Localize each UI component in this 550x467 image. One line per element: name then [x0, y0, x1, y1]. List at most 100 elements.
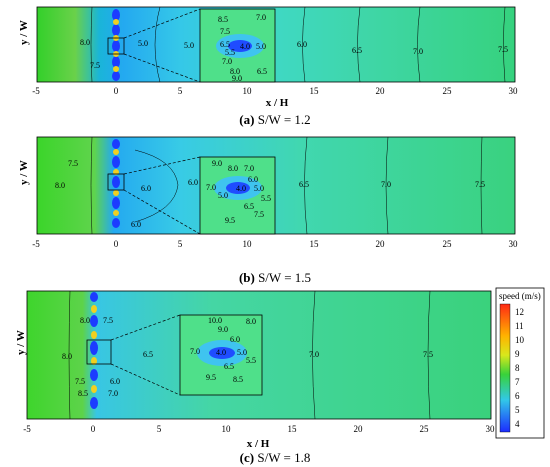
- svg-text:10: 10: [243, 239, 253, 249]
- panel-a-plot: 8.0 7.5 5.0 5.0 6.0 6.5 7.0 7.5 8.5 7.5 …: [18, 6, 518, 109]
- panel-a-inset-label-9: 7.0: [222, 57, 232, 66]
- panel-c-inset-label-3: 6.0: [230, 335, 240, 344]
- svg-text:15: 15: [310, 239, 320, 249]
- panel-a-inset-label-8: 9.0: [232, 74, 242, 83]
- panel-c-plot: 8.0 7.5 8.0 6.5 7.5 6.0 8.5 7.0 7.0 7.5 …: [15, 287, 545, 450]
- svg-text:25: 25: [420, 424, 430, 434]
- panel-b-label-1: 8.0: [55, 181, 65, 190]
- panel-c-ylabel: y / W: [15, 330, 27, 355]
- panel-a-xticks: -5 0 5 10 15 20 25 30: [32, 86, 518, 96]
- svg-text:5: 5: [157, 424, 162, 434]
- panel-b-xticks: -5 0 5 10 15 20 25 30: [32, 239, 518, 249]
- panel-c-inset-label-2: 8.0: [246, 317, 256, 326]
- svg-text:25: 25: [443, 239, 453, 249]
- panel-b-inset-label-3: 6.0: [248, 175, 258, 184]
- panel-a-inset-label-4: 4.0: [240, 42, 250, 51]
- panel-b-inset-label-9: 6.5: [244, 202, 254, 211]
- panel-a-label-3: 5.0: [184, 41, 194, 50]
- panel-c-label-9: 7.5: [423, 350, 433, 359]
- svg-text:-5: -5: [32, 86, 40, 96]
- panel-a-field: [36, 6, 516, 83]
- svg-text:5: 5: [178, 86, 183, 96]
- panel-c-label-6: 8.5: [78, 389, 88, 398]
- panel-b-label-4: 6.0: [131, 220, 141, 229]
- panel-a-inset-label-0: 8.5: [218, 15, 228, 24]
- panel-a-label-1: 7.5: [90, 61, 100, 70]
- panel-b-jets: [112, 139, 120, 228]
- svg-text:15: 15: [288, 424, 298, 434]
- panel-b-inset-label-10: 9.5: [225, 216, 235, 225]
- panel-c-label-7: 7.0: [108, 389, 118, 398]
- panel-b-inset-label-0: 9.0: [212, 159, 222, 168]
- panel-c-xticks: -5 0 5 10 15 20 25 30: [23, 424, 495, 434]
- svg-text:20: 20: [376, 239, 386, 249]
- panel-b-inset-label-7: 5.0: [254, 184, 264, 193]
- panel-b-inset-label-2: 7.0: [244, 164, 254, 173]
- panel-c-inset-label-5: 4.0: [216, 348, 226, 357]
- panel-a-label-0: 8.0: [80, 38, 90, 47]
- panel-a-xlabel: x / H: [266, 97, 289, 109]
- panel-b-inset-label-6: 5.0: [218, 191, 228, 200]
- panel-b-inset-label-11: 7.5: [254, 210, 264, 219]
- svg-text:15: 15: [310, 86, 320, 96]
- panel-c-caption: (c) S/W = 1.8: [239, 450, 311, 465]
- panel-a-inset-label-1: 7.5: [220, 27, 230, 36]
- panel-c-inset-label-0: 10.0: [208, 316, 222, 325]
- panel-a-label-7: 7.5: [498, 45, 508, 54]
- panel-c-label-1: 7.5: [103, 316, 113, 325]
- panel-b-inset-label-5: 4.0: [236, 184, 246, 193]
- panel-b-label-7: 7.5: [475, 180, 485, 189]
- svg-text:10: 10: [243, 86, 253, 96]
- panel-b-field: [36, 136, 516, 235]
- panel-b-label-5: 6.5: [299, 180, 309, 189]
- svg-text:-5: -5: [32, 239, 40, 249]
- svg-text:20: 20: [354, 424, 364, 434]
- colorbar-title: speed (m/s): [499, 291, 541, 301]
- panel-c-label-0: 8.0: [80, 316, 90, 325]
- panel-a-caption: (a) S/W = 1.2: [239, 112, 311, 127]
- panel-c-label-2: 8.0: [62, 352, 72, 361]
- panel-c-jets: [90, 292, 98, 409]
- panel-b-ylabel: y / W: [18, 160, 30, 185]
- panel-b-label-3: 6.0: [188, 178, 198, 187]
- panel-b-label-0: 7.5: [68, 159, 78, 168]
- svg-text:8: 8: [515, 363, 520, 373]
- panel-b-caption: (b) S/W = 1.5: [238, 270, 312, 285]
- panel-a-label-6: 7.0: [413, 47, 423, 56]
- panel-c-inset-label-7: 5.5: [246, 356, 256, 365]
- panel-b-label-6: 7.0: [381, 180, 391, 189]
- svg-text:25: 25: [443, 86, 453, 96]
- svg-text:9: 9: [515, 349, 520, 359]
- svg-text:30: 30: [509, 86, 519, 96]
- panel-a-inset-label-2: 6.5: [220, 40, 230, 49]
- panel-c-label-3: 6.5: [143, 350, 153, 359]
- panel-a-inset-label-7: 8.0: [230, 67, 240, 76]
- panel-c-label-4: 7.5: [75, 377, 85, 386]
- svg-text:11: 11: [515, 321, 524, 331]
- svg-text:30: 30: [509, 239, 519, 249]
- panel-a-label-2: 5.0: [138, 39, 148, 48]
- panel-a-inset-label-10: 6.5: [257, 67, 267, 76]
- panel-c-xlabel: x / H: [247, 438, 270, 450]
- panel-b-inset-label-1: 8.0: [228, 164, 238, 173]
- svg-text:30: 30: [486, 424, 496, 434]
- panel-c-inset-label-1: 9.0: [218, 325, 228, 334]
- panel-c-inset-label-9: 9.5: [206, 373, 216, 382]
- panel-a-label-4: 6.0: [297, 40, 307, 49]
- panel-b-inset-label-8: 5.5: [261, 194, 271, 203]
- panel-b-inset-label-4: 7.0: [206, 183, 216, 192]
- svg-text:7: 7: [515, 377, 520, 387]
- svg-text:12: 12: [515, 307, 524, 317]
- svg-text:10: 10: [515, 335, 525, 345]
- panel-c-inset-label-4: 7.0: [190, 347, 200, 356]
- svg-text:5: 5: [515, 405, 520, 415]
- panel-a-label-5: 6.5: [352, 46, 362, 55]
- panel-c-inset-label-8: 6.5: [224, 362, 234, 371]
- svg-text:5: 5: [178, 239, 183, 249]
- svg-text:10: 10: [222, 424, 232, 434]
- panel-a-inset-label-3: 5.5: [225, 48, 235, 57]
- svg-text:20: 20: [376, 86, 386, 96]
- panel-b-label-2: 6.0: [141, 184, 151, 193]
- panel-a-inset-label-5: 5.0: [256, 42, 266, 51]
- panel-c-inset-label-10: 8.5: [233, 375, 243, 384]
